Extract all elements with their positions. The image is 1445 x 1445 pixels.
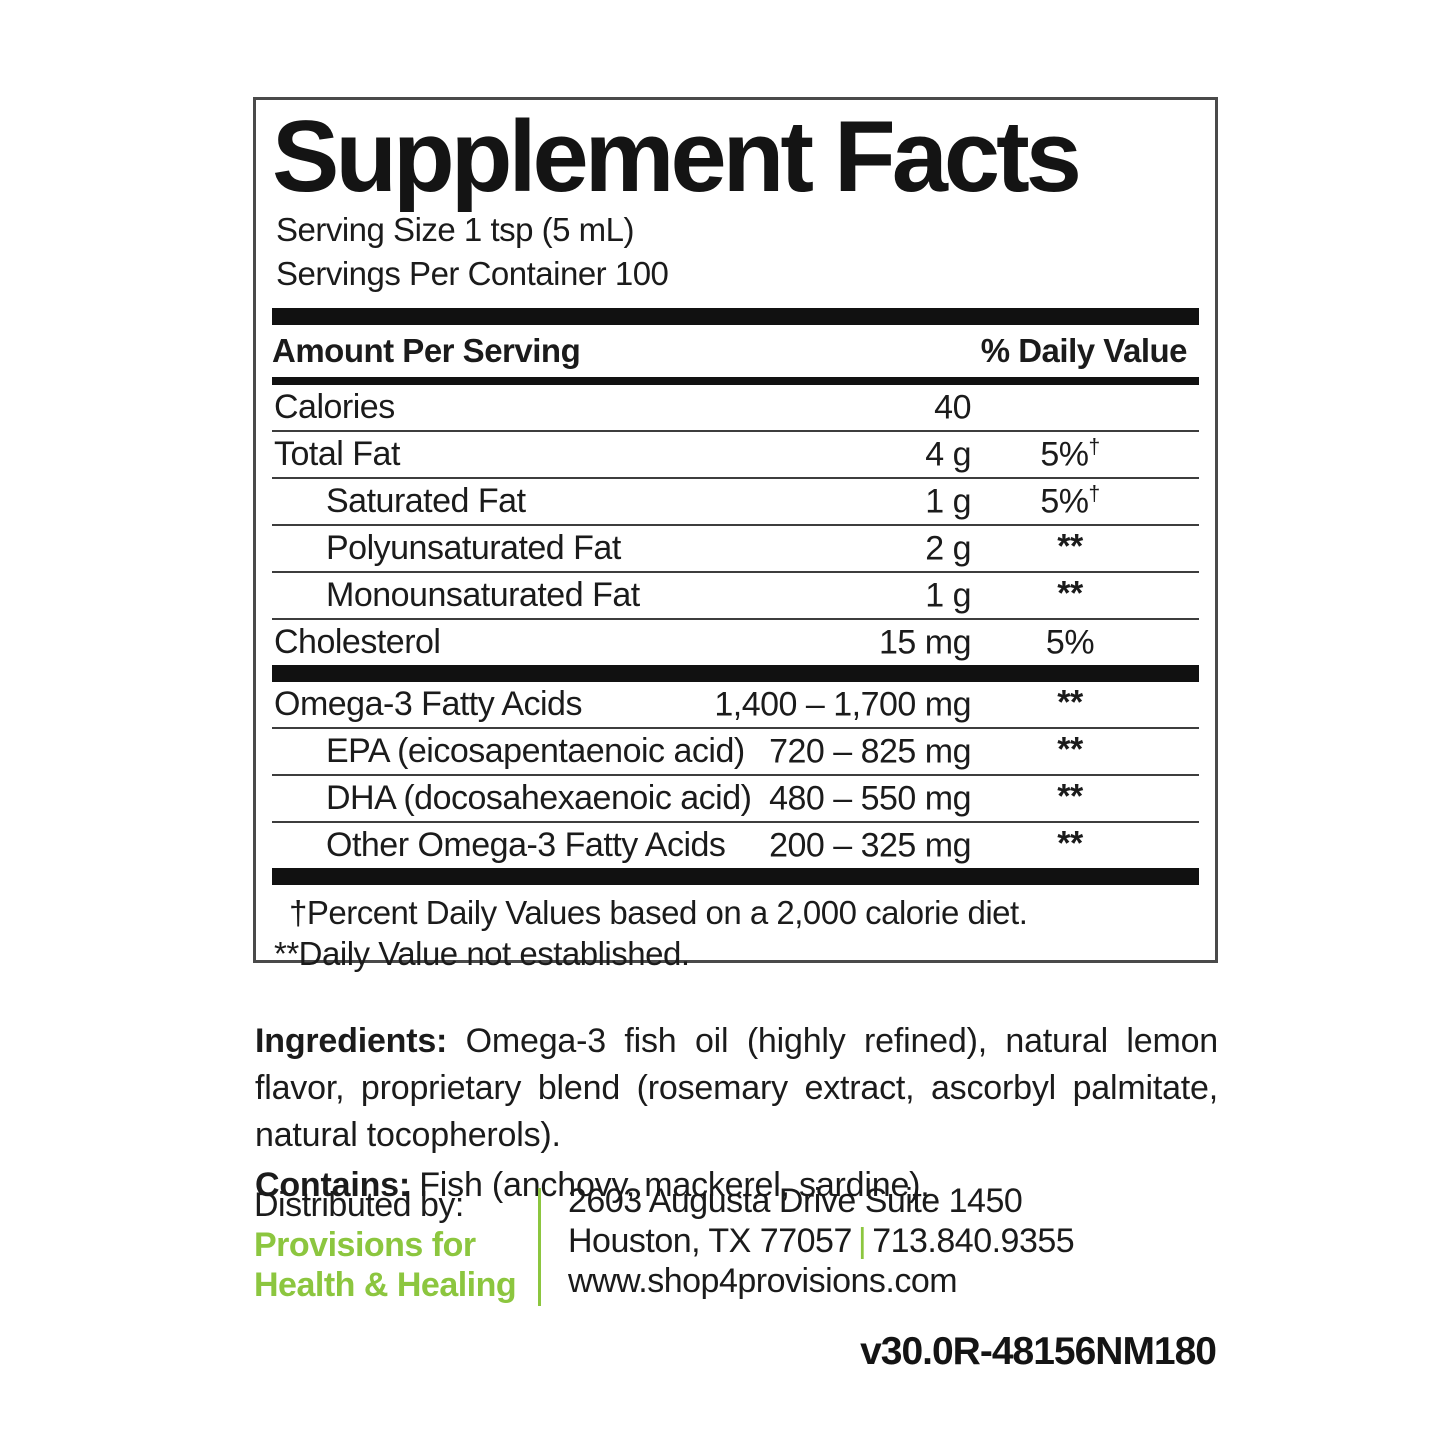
website-url: www.shop4provisions.com — [568, 1262, 958, 1300]
nutrient-amount: 1 g — [925, 576, 971, 614]
section-divider-bar — [272, 665, 1199, 682]
table-row: Calories 40 — [272, 385, 1199, 432]
distributor-block: Distributed by: Provisions for Health & … — [254, 1185, 517, 1305]
serving-size: Serving Size 1 tsp (5 mL) — [276, 211, 634, 248]
nutrient-name: EPA (eicosapentaenoic acid) — [326, 732, 745, 770]
nutrient-rows: Calories 40 Total Fat 4 g 5%† Saturated … — [272, 385, 1199, 665]
table-row: Monounsaturated Fat 1 g ** — [272, 573, 1199, 620]
nutrient-amount: 2 g — [925, 529, 971, 567]
nutrient-name: Other Omega-3 Fatty Acids — [326, 826, 726, 864]
nutrient-name: Monounsaturated Fat — [326, 576, 640, 614]
table-row: Total Fat 4 g 5%† — [272, 432, 1199, 479]
pipe-separator: | — [857, 1222, 867, 1260]
section-divider-bar — [272, 308, 1199, 325]
nutrient-daily-value: ** — [1057, 527, 1083, 566]
ingredients-label: Ingredients: — [255, 1022, 448, 1060]
nutrient-name: Calories — [274, 388, 395, 426]
phone-number: 713.840.9355 — [872, 1222, 1075, 1260]
table-row: Omega-3 Fatty Acids 1,400 – 1,700 mg ** — [272, 682, 1199, 729]
nutrient-name: Polyunsaturated Fat — [326, 529, 621, 567]
distributor-name-line2: Health & Healing — [254, 1266, 517, 1304]
nutrient-amount: 1,400 – 1,700 mg — [714, 685, 971, 723]
footnotes: †Percent Daily Values based on a 2,000 c… — [272, 892, 1199, 974]
amount-per-serving-header: Amount Per Serving — [272, 332, 581, 369]
nutrient-daily-value: 5%† — [1040, 481, 1100, 521]
contains-label: Contains: — [255, 1166, 410, 1204]
nutrient-amount: 4 g — [925, 435, 971, 473]
serving-info: Serving Size 1 tsp (5 mL) Servings Per C… — [272, 208, 1199, 296]
nutrient-name: Saturated Fat — [326, 482, 526, 520]
nutrient-daily-value: ** — [1057, 574, 1083, 613]
supplement-facts-panel: Supplement Facts Serving Size 1 tsp (5 m… — [253, 97, 1218, 972]
table-header-row: Amount Per Serving % Daily Value — [272, 325, 1199, 377]
table-row: Polyunsaturated Fat 2 g ** — [272, 526, 1199, 573]
ingredients-paragraph: Ingredients: Omega-3 fish oil (highly re… — [255, 1018, 1218, 1159]
nutrient-daily-value: 5% — [1045, 623, 1095, 662]
nutrient-name: DHA (docosahexaenoic acid) — [326, 779, 752, 817]
distributed-by-label: Distributed by: — [254, 1186, 464, 1224]
table-row: DHA (docosahexaenoic acid) 480 – 550 mg … — [272, 776, 1199, 823]
nutrient-amount: 200 – 325 mg — [769, 826, 971, 864]
address-line2: Houston, TX 77057 | 713.840.9355 — [568, 1221, 1075, 1261]
address-line1: 2603 Augusta Drive Suite 1450 — [568, 1182, 1023, 1220]
panel-title: Supplement Facts — [272, 101, 1082, 213]
nutrient-name: Omega-3 Fatty Acids — [274, 685, 582, 723]
address-city: Houston, TX 77057 — [568, 1222, 852, 1260]
product-code: v30.0R-48156NM180 — [860, 1330, 1217, 1373]
nutrient-amount: 480 – 550 mg — [769, 779, 971, 817]
vertical-divider — [538, 1188, 541, 1306]
omega-rows: Omega-3 Fatty Acids 1,400 – 1,700 mg ** … — [272, 682, 1199, 868]
servings-per-container: Servings Per Container 100 — [276, 255, 669, 292]
contains-text: Fish (anchovy, mackerel, sardine). — [419, 1166, 930, 1204]
nutrient-amount: 720 – 825 mg — [769, 732, 971, 770]
table-row: Saturated Fat 1 g 5%† — [272, 479, 1199, 526]
nutrient-amount: 40 — [934, 388, 971, 426]
nutrient-name: Cholesterol — [274, 623, 441, 661]
nutrient-daily-value: ** — [1057, 730, 1083, 769]
nutrient-amount: 15 mg — [879, 623, 972, 661]
table-row: EPA (eicosapentaenoic acid) 720 – 825 mg… — [272, 729, 1199, 776]
footnote-dv-not-established: **Daily Value not established. — [274, 935, 690, 972]
nutrient-amount: 1 g — [925, 482, 971, 520]
daily-value-header: % Daily Value — [980, 332, 1188, 369]
contains-paragraph: Contains: Fish (anchovy, mackerel, sardi… — [255, 1162, 1218, 1209]
table-row: Cholesterol 15 mg 5% — [272, 620, 1199, 665]
distributor-address-block: 2603 Augusta Drive Suite 1450 Houston, T… — [568, 1181, 1075, 1301]
nutrient-daily-value: 5%† — [1040, 434, 1100, 474]
footnote-daily-values: †Percent Daily Values based on a 2,000 c… — [289, 894, 1028, 931]
nutrient-name: Total Fat — [274, 435, 400, 473]
nutrient-daily-value: ** — [1057, 777, 1083, 816]
ingredients-text: Omega-3 fish oil (highly refined), natur… — [255, 1022, 1218, 1154]
header-divider-bar — [272, 377, 1199, 385]
nutrient-daily-value: ** — [1057, 824, 1083, 863]
nutrient-daily-value: ** — [1057, 683, 1083, 722]
distributor-name-line1: Provisions for — [254, 1226, 476, 1264]
section-divider-bar — [272, 868, 1199, 885]
table-row: Other Omega-3 Fatty Acids 200 – 325 mg *… — [272, 823, 1199, 868]
